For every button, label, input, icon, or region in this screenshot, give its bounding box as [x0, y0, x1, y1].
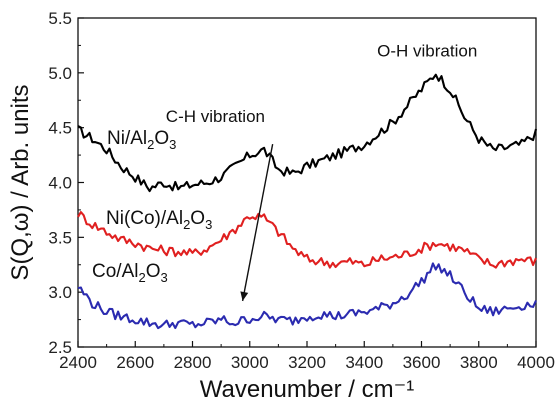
y-tick-label: 5.0 — [48, 64, 72, 83]
annotation-2: O-H vibration — [377, 41, 477, 60]
x-tick-label: 2400 — [59, 353, 97, 372]
annotations: C-H vibration O-H vibration — [166, 41, 477, 126]
c-h-arrow — [241, 143, 274, 302]
annotation-1: C-H vibration — [166, 107, 265, 126]
y-tick-label: 4.0 — [48, 174, 72, 193]
x-tick-label: 3400 — [345, 353, 383, 372]
y-tick-label: 2.5 — [48, 338, 72, 357]
series-labels: Ni/Al2O3 Ni(Co)/Al2O3 Co/Al2O3 — [92, 128, 212, 285]
x-tick-label: 3000 — [231, 353, 269, 372]
x-tick-label: 4000 — [517, 353, 555, 372]
y-tick-label: 3.0 — [48, 283, 72, 302]
series-label-3: Co/Al2O3 — [92, 261, 168, 285]
y-axis-title: S(Q,ω) / Arb. units — [7, 84, 34, 280]
y-axis: 2.5 3.0 3.5 4.0 4.5 5.0 5.5 — [48, 9, 84, 357]
x-tick-label: 3800 — [460, 353, 498, 372]
y-tick-label: 5.5 — [48, 9, 72, 28]
x-axis-title: Wavenumber / cm⁻¹ — [200, 376, 415, 403]
x-tick-label: 2600 — [116, 353, 154, 372]
series-line-3 — [77, 262, 537, 330]
y-tick-label: 3.5 — [48, 228, 72, 247]
x-tick-label: 3200 — [288, 353, 326, 372]
x-tick-label: 2800 — [174, 353, 212, 372]
series-label-2: Ni(Co)/Al2O3 — [106, 208, 212, 232]
x-tick-label: 3600 — [403, 353, 441, 372]
x-axis: 2400 2600 2800 3000 3200 3400 3600 3800 4000 — [59, 341, 555, 372]
series-line-2 — [77, 211, 537, 269]
c-h-arrowhead — [240, 291, 249, 301]
y-tick-label: 4.5 — [48, 119, 72, 138]
series-line-1 — [77, 73, 538, 193]
series-label-1: Ni/Al2O3 — [107, 128, 176, 152]
series-lines — [77, 73, 538, 330]
